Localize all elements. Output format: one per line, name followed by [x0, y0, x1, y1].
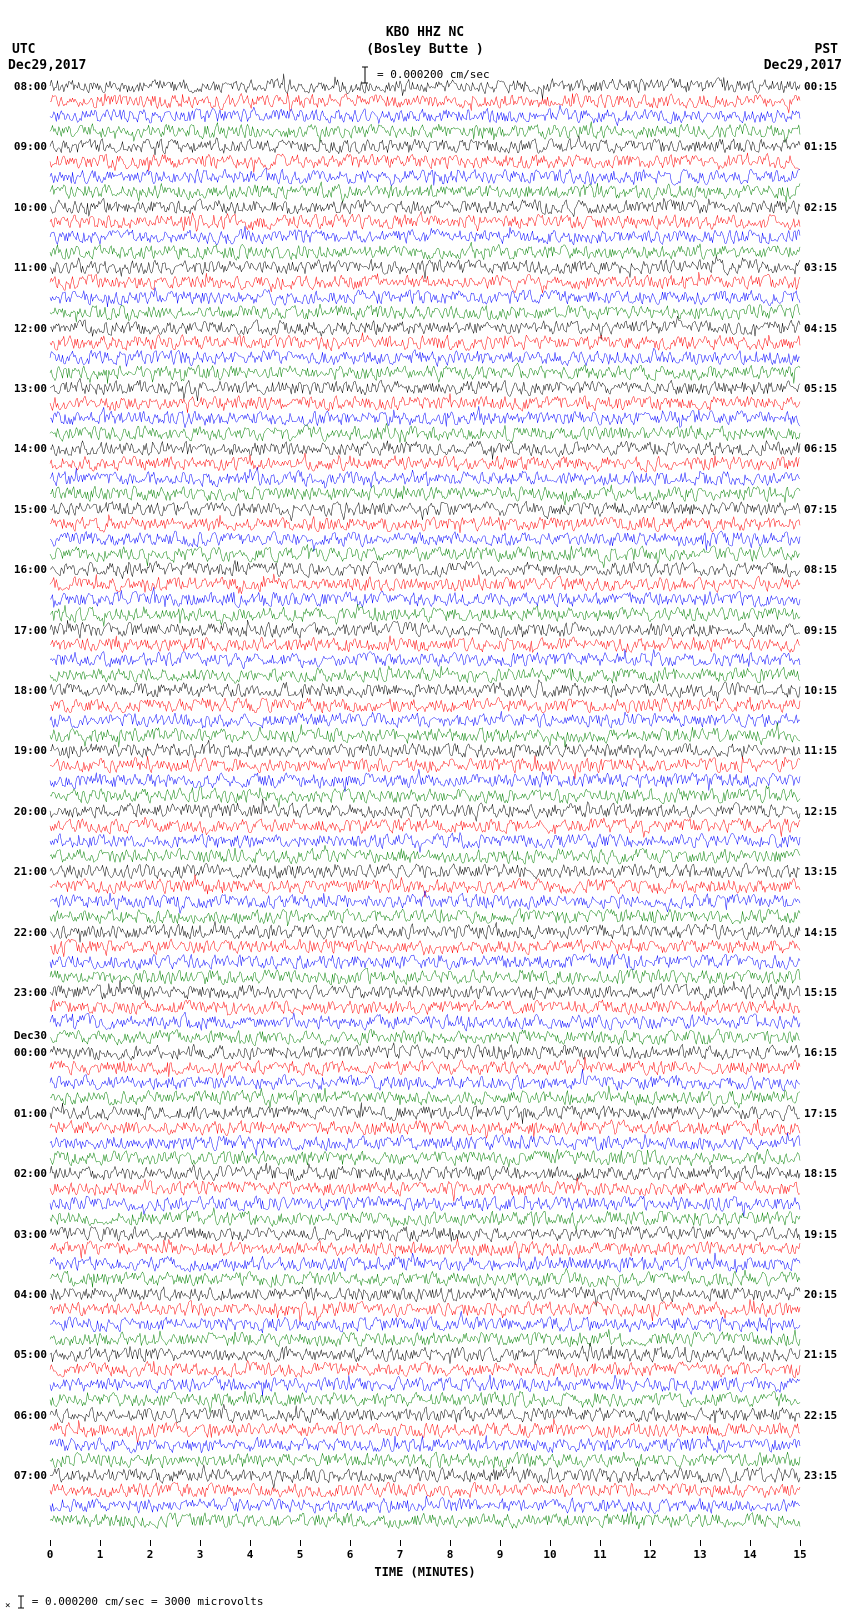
utc-time-label: 18:00 [2, 684, 47, 697]
x-tick-label: 1 [97, 1548, 104, 1561]
utc-time-label: 12:00 [2, 322, 47, 335]
x-tick [450, 1540, 451, 1546]
utc-time-label: 22:00 [2, 926, 47, 939]
pst-time-label: 08:15 [804, 563, 837, 576]
x-tick-label: 7 [397, 1548, 404, 1561]
pst-time-label: 19:15 [804, 1228, 837, 1241]
utc-time-label: 07:00 [2, 1469, 47, 1482]
x-tick [350, 1540, 351, 1546]
utc-time-label: 01:00 [2, 1107, 47, 1120]
tz-left-label: UTC [12, 42, 35, 57]
station-subtitle: (Bosley Butte ) [0, 42, 850, 57]
x-tick-label: 4 [247, 1548, 254, 1561]
x-tick-label: 12 [643, 1548, 656, 1561]
utc-time-label: 17:00 [2, 624, 47, 637]
utc-time-label: 19:00 [2, 744, 47, 757]
pst-time-label: 09:15 [804, 624, 837, 637]
pst-time-label: 01:15 [804, 140, 837, 153]
station-title: KBO HHZ NC [0, 25, 850, 40]
utc-time-label: 15:00 [2, 503, 47, 516]
x-tick-label: 0 [47, 1548, 54, 1561]
pst-time-label: 22:15 [804, 1409, 837, 1422]
pst-time-label: 13:15 [804, 865, 837, 878]
x-tick [100, 1540, 101, 1546]
utc-time-label: 06:00 [2, 1409, 47, 1422]
utc-time-label: 13:00 [2, 382, 47, 395]
x-tick [250, 1540, 251, 1546]
pst-time-label: 11:15 [804, 744, 837, 757]
pst-time-label: 23:15 [804, 1469, 837, 1482]
x-tick [300, 1540, 301, 1546]
scale-legend-text: = 0.000200 cm/sec [377, 68, 490, 81]
x-tick-label: 15 [793, 1548, 806, 1561]
utc-time-label: 10:00 [2, 201, 47, 214]
pst-time-label: 00:15 [804, 80, 837, 93]
x-tick-label: 10 [543, 1548, 556, 1561]
pst-time-label: 17:15 [804, 1107, 837, 1120]
scale-legend: = 0.000200 cm/sec [0, 66, 850, 84]
pst-time-label: 18:15 [804, 1167, 837, 1180]
pst-time-label: 21:15 [804, 1348, 837, 1361]
utc-time-label: 09:00 [2, 140, 47, 153]
helicorder-container: KBO HHZ NC (Bosley Butte ) = 0.000200 cm… [0, 0, 850, 1613]
pst-time-label: 10:15 [804, 684, 837, 697]
pst-time-label: 07:15 [804, 503, 837, 516]
x-tick [650, 1540, 651, 1546]
x-tick [500, 1540, 501, 1546]
x-tick-label: 14 [743, 1548, 756, 1561]
pst-time-label: 15:15 [804, 986, 837, 999]
x-tick [800, 1540, 801, 1546]
x-tick [400, 1540, 401, 1546]
x-tick [200, 1540, 201, 1546]
x-tick-label: 9 [497, 1548, 504, 1561]
utc-time-label: 03:00 [2, 1228, 47, 1241]
x-tick-label: 5 [297, 1548, 304, 1561]
utc-time-label: 11:00 [2, 261, 47, 274]
x-tick [600, 1540, 601, 1546]
x-tick [550, 1540, 551, 1546]
x-tick-label: 13 [693, 1548, 706, 1561]
pst-time-label: 14:15 [804, 926, 837, 939]
pst-time-label: 20:15 [804, 1288, 837, 1301]
pst-time-label: 06:15 [804, 442, 837, 455]
footer-scale: × = 0.000200 cm/sec = 3000 microvolts [5, 1595, 264, 1611]
date-right-label: Dec29,2017 [764, 58, 842, 73]
x-tick [750, 1540, 751, 1546]
pst-time-label: 12:15 [804, 805, 837, 818]
utc-time-label: Dec30 [2, 1029, 47, 1042]
utc-time-label: 05:00 [2, 1348, 47, 1361]
pst-time-label: 03:15 [804, 261, 837, 274]
pst-time-label: 16:15 [804, 1046, 837, 1059]
x-tick-label: 6 [347, 1548, 354, 1561]
utc-time-label: 02:00 [2, 1167, 47, 1180]
utc-time-label: 16:00 [2, 563, 47, 576]
utc-time-label: 00:00 [2, 1046, 47, 1059]
pst-time-label: 05:15 [804, 382, 837, 395]
helicorder-plot [50, 86, 800, 1536]
pst-time-label: 02:15 [804, 201, 837, 214]
utc-time-label: 21:00 [2, 865, 47, 878]
utc-time-label: 14:00 [2, 442, 47, 455]
x-tick-label: 3 [197, 1548, 204, 1561]
pst-time-label: 04:15 [804, 322, 837, 335]
tz-right-label: PST [815, 42, 838, 57]
utc-time-label: 08:00 [2, 80, 47, 93]
x-tick-label: 8 [447, 1548, 454, 1561]
x-axis-label: TIME (MINUTES) [0, 1565, 850, 1579]
date-left-label: Dec29,2017 [8, 58, 86, 73]
utc-time-label: 23:00 [2, 986, 47, 999]
x-tick [50, 1540, 51, 1546]
utc-time-label: 20:00 [2, 805, 47, 818]
x-tick [150, 1540, 151, 1546]
footer-text: = 0.000200 cm/sec = 3000 microvolts [32, 1595, 264, 1608]
x-tick-label: 2 [147, 1548, 154, 1561]
utc-time-label: 04:00 [2, 1288, 47, 1301]
x-tick-label: 11 [593, 1548, 606, 1561]
seismic-trace [50, 86, 800, 121]
x-tick [700, 1540, 701, 1546]
